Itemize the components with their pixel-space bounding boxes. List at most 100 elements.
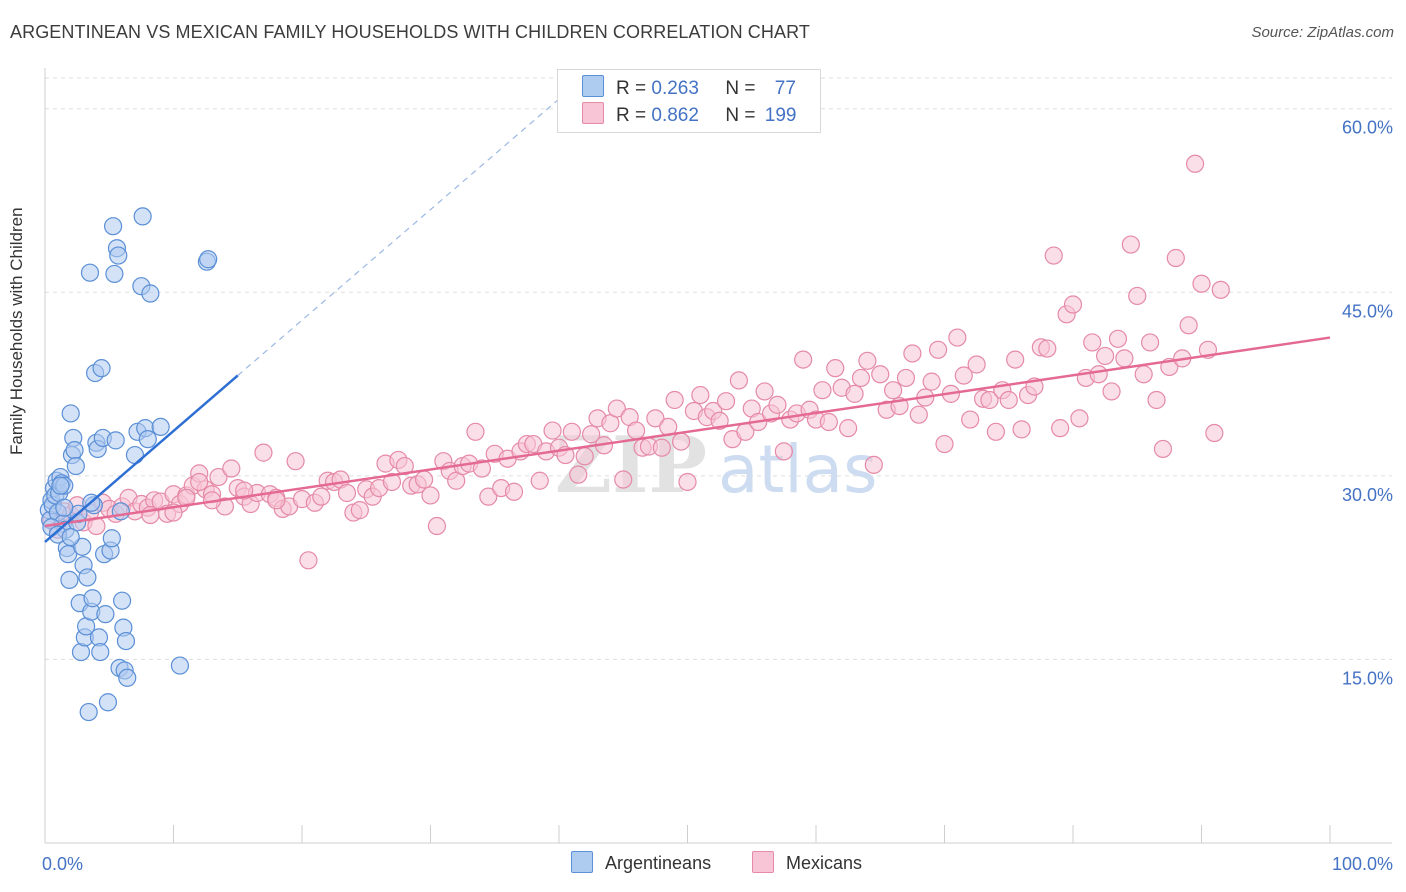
argentinean-point — [104, 217, 123, 236]
mexican-point — [1102, 382, 1121, 401]
mexican-point — [652, 438, 671, 457]
y-tick-label: 60.0% — [1342, 118, 1393, 138]
argentinean-point — [78, 568, 97, 587]
mexican-point — [414, 470, 434, 489]
mexican-point — [395, 456, 414, 476]
mexican-points — [42, 154, 1230, 570]
mexican-point — [1192, 274, 1211, 293]
mexican-point — [1205, 423, 1224, 443]
mexican-point — [299, 551, 318, 570]
mexican-point — [575, 447, 594, 466]
n-label: N = — [725, 78, 761, 99]
mexican-point — [845, 384, 864, 403]
mexican-point — [871, 365, 890, 384]
argentinean-trend-extension — [237, 98, 560, 376]
mexican-point — [839, 419, 858, 438]
argentinean-point — [60, 570, 79, 589]
argentinean-point — [80, 263, 100, 282]
mexican-point — [813, 381, 832, 400]
y-tick-labels: 15.0% 30.0% 45.0% 60.0% — [1342, 118, 1393, 689]
mexican-point — [909, 405, 928, 424]
mexican-point — [729, 371, 749, 390]
argentinean-point — [96, 605, 115, 624]
mexican-trend-line — [44, 336, 1331, 528]
mexican-point — [1179, 316, 1198, 335]
argentinean-point — [112, 591, 132, 610]
mexican-point — [691, 385, 710, 405]
legend-item-mexicans[interactable]: Mexicans — [752, 851, 862, 874]
mexican-point — [1134, 365, 1153, 384]
mexican-point — [671, 432, 691, 451]
mexican-point — [209, 467, 228, 487]
mexican-point — [774, 442, 793, 461]
r-label: R = — [616, 78, 652, 99]
legend-item-argentineans[interactable]: Argentineans — [571, 851, 711, 874]
stats-legend: R = 0.263 N = 77 R = 0.862 N = 199 — [557, 69, 821, 133]
argentinean-swatch — [582, 75, 604, 97]
argentinean-point — [102, 529, 121, 548]
argentinean-point — [118, 668, 137, 687]
mexican-point — [1051, 419, 1070, 438]
mexican-point — [235, 481, 254, 500]
chart-source: Source: ZipAtlas.com — [1251, 24, 1394, 41]
mexican-point — [794, 350, 813, 369]
x-tick-labels: 0.0% 100.0% — [42, 854, 1393, 874]
stats-row-argentineans: R = 0.263 N = 77 — [582, 75, 796, 100]
y-tick-label: 45.0% — [1342, 301, 1393, 321]
axes — [44, 68, 1392, 844]
n-value-mexicans: 199 — [764, 105, 797, 126]
mexican-point — [382, 472, 402, 492]
mexican-point — [935, 434, 954, 454]
mexican-point — [582, 425, 601, 444]
mexican-point — [999, 390, 1018, 410]
argentinean-point — [79, 702, 98, 722]
argentinean-point — [111, 502, 130, 521]
argentinean-point — [65, 441, 84, 460]
mexican-point — [1089, 365, 1108, 384]
argentinean-point — [116, 631, 136, 651]
legend-label-mexicans: Mexicans — [786, 853, 863, 873]
legend-label-argentineans: Argentineans — [605, 853, 712, 873]
argentinean-trend-line — [44, 374, 239, 543]
argentinean-point — [51, 476, 70, 495]
mexican-point — [678, 472, 697, 492]
argentinean-point — [141, 284, 160, 303]
mexican-point — [254, 443, 273, 462]
mexican-point — [1153, 439, 1173, 459]
mexican-point — [948, 328, 967, 347]
argentinean-point — [125, 445, 145, 465]
mexican-point — [1121, 235, 1140, 254]
mexican-point — [1108, 329, 1128, 348]
mexican-point — [1140, 333, 1160, 352]
argentinean-point — [151, 417, 170, 437]
mexican-point — [864, 455, 883, 474]
argentinean-legend-swatch — [571, 851, 593, 873]
x-tick-label: 100.0% — [1332, 854, 1393, 874]
series-legend: Argentineans Mexicans — [0, 851, 1406, 879]
mexican-point — [665, 390, 684, 410]
r-label: R = — [616, 105, 652, 126]
mexican-point — [1128, 286, 1147, 306]
mexican-point — [190, 472, 209, 492]
mexican-point — [614, 470, 633, 489]
mexican-point — [337, 483, 357, 503]
argentinean-point — [66, 456, 85, 476]
argentinean-point — [61, 527, 80, 547]
mexican-point — [928, 340, 948, 359]
mexican-point — [607, 399, 626, 418]
mexican-point — [569, 465, 588, 484]
trend-lines — [44, 98, 1331, 543]
n-label: N = — [725, 105, 761, 126]
mexican-point — [286, 452, 305, 471]
argentinean-point — [106, 431, 125, 450]
mexican-point — [626, 421, 646, 440]
mexican-point — [1147, 390, 1166, 410]
mexican-point — [1211, 280, 1230, 299]
mexican-point — [716, 392, 736, 411]
mexican-point — [1063, 295, 1083, 314]
argentinean-point — [138, 430, 157, 449]
mexican-point — [267, 491, 286, 510]
mexican-point — [421, 486, 440, 505]
mexican-point — [479, 487, 498, 506]
